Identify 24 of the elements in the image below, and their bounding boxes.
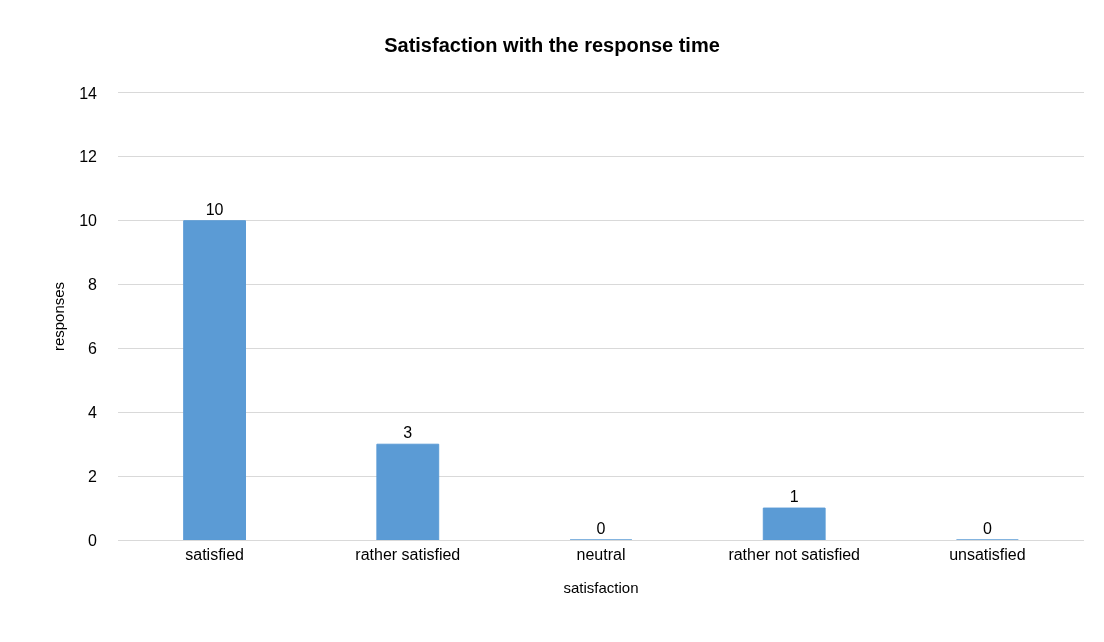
bar: [376, 443, 440, 540]
y-tick-label: 10: [79, 212, 98, 230]
y-tick-label: 0: [88, 531, 98, 549]
y-tick-label: 4: [88, 403, 98, 421]
y-tick-label: 8: [88, 276, 98, 294]
x-axis-title: satisfaction: [563, 579, 639, 597]
bar: [183, 220, 247, 540]
y-axis-title: responses: [50, 281, 68, 352]
y-tick-label: 12: [79, 148, 98, 166]
data-label: 0: [596, 520, 606, 537]
data-label: 1: [789, 488, 799, 506]
y-tick-label: 2: [88, 467, 98, 485]
x-tick-label: unsatisfied: [949, 546, 1026, 564]
chart-title: Satisfaction with the response time: [384, 33, 720, 56]
x-tick-label: rather not satisfied: [728, 546, 861, 564]
data-label: 0: [982, 520, 992, 537]
data-label: 10: [205, 200, 224, 218]
x-tick-label: rather satisfied: [355, 546, 461, 564]
x-tick-label: satisfied: [185, 546, 244, 564]
bar: [762, 507, 826, 540]
y-tick-label: 6: [88, 340, 98, 358]
data-label: 3: [403, 424, 413, 442]
x-tick-label: neutral: [576, 546, 626, 564]
y-tick-label: 14: [79, 84, 98, 102]
